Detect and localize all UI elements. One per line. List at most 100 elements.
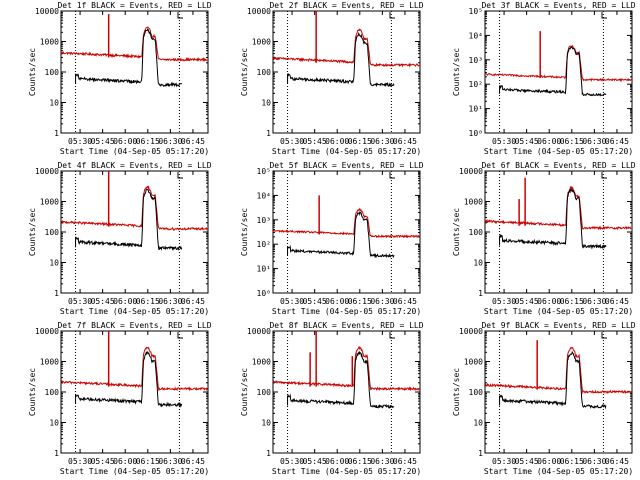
y-tick-label: 100 [45, 228, 60, 237]
events-series-line [75, 350, 183, 408]
x-tick-label: 06:45 [181, 457, 205, 466]
events-series-line [287, 350, 395, 409]
chart-panel-9: Det 9f BLACK = Events, RED = LLD 1 10 100 10… [452, 321, 636, 476]
x-tick-label: 05:30 [68, 137, 92, 146]
y-tick-label: 10000 [247, 7, 271, 16]
x-tick-label: 06:45 [605, 457, 629, 466]
plot-frame [272, 10, 421, 134]
chart-title: Det 7f BLACK = Events, RED = LLD [57, 321, 211, 330]
lld-series-line [272, 207, 420, 239]
y-tick-label: 1 [478, 289, 483, 298]
x-tick-label: 06:45 [605, 297, 629, 306]
events-series-line [287, 211, 395, 259]
plot-frame [272, 170, 421, 294]
x-tick-label: 06:30 [370, 137, 394, 146]
y-tick-label: 10000 [35, 327, 59, 336]
y-tick-label: 10⁰ [257, 289, 271, 298]
x-tick-label: 06:30 [582, 297, 606, 306]
events-series-line [75, 28, 183, 88]
x-tick-label: 05:45 [91, 457, 115, 466]
corner-marker [177, 332, 183, 339]
chart-title: Det 9f BLACK = Events, RED = LLD [481, 321, 635, 330]
chart-panel-3: Det 3f BLACK = Events, RED = LLD 10⁰ 10¹ 10… [452, 1, 636, 156]
y-axis-label: Counts/sec [28, 368, 37, 416]
y-tick-label: 1 [266, 129, 271, 138]
y-tick-label: 10000 [35, 167, 59, 176]
x-tick-label: 06:15 [348, 137, 372, 146]
x-tick-label: 05:30 [280, 457, 304, 466]
x-axis-label: Start Time (04-Sep-05 05:17:20) [60, 147, 209, 156]
lld-series-line [61, 346, 208, 392]
y-axis-label: Counts/sec [240, 208, 249, 256]
y-tick-label: 1 [478, 449, 483, 458]
lld-series-line [484, 185, 632, 231]
x-tick-label: 05:30 [68, 297, 92, 306]
y-axis-label: Counts/sec [240, 48, 249, 96]
y-tick-label: 100 [45, 388, 60, 397]
x-tick-label: 06:45 [393, 457, 417, 466]
lld-series-line [273, 345, 420, 392]
x-tick-label: 06:00 [113, 457, 137, 466]
y-tick-label: 10 [261, 419, 271, 428]
plot-frame [60, 170, 209, 294]
y-tick-label: 100 [469, 388, 484, 397]
y-tick-label: 10⁵ [257, 167, 271, 176]
x-tick-label: 06:00 [325, 457, 349, 466]
y-tick-label: 100 [257, 388, 272, 397]
y-tick-label: 10¹ [257, 265, 271, 274]
x-tick-label: 05:30 [68, 457, 92, 466]
x-tick-label: 05:45 [91, 137, 115, 146]
y-tick-label: 10 [49, 259, 59, 268]
y-axis-label: Counts/sec [28, 48, 37, 96]
x-tick-label: 06:15 [560, 297, 584, 306]
y-tick-label: 10000 [35, 7, 59, 16]
chart-title: Det 8f BLACK = Events, RED = LLD [269, 321, 423, 330]
corner-marker [389, 12, 395, 19]
chart-panel-1: Det 1f BLACK = Events, RED = LLD 1 10 100 10… [28, 1, 212, 156]
y-tick-label: 100 [45, 68, 60, 77]
x-tick-label: 05:30 [492, 137, 516, 146]
x-tick-label: 06:30 [158, 137, 182, 146]
y-axis-label: Counts/sec [28, 208, 37, 256]
y-axis-label: Counts/sec [452, 48, 461, 96]
lld-series-line [60, 26, 208, 63]
chart-title: Det 3f BLACK = Events, RED = LLD [481, 1, 635, 10]
y-axis-label: Counts/sec [452, 368, 461, 416]
y-tick-label: 10² [257, 240, 271, 249]
y-tick-label: 10000 [459, 167, 483, 176]
x-tick-label: 06:00 [325, 297, 349, 306]
x-tick-label: 06:15 [560, 137, 584, 146]
x-tick-label: 05:30 [492, 457, 516, 466]
chart-panel-2: Det 2f BLACK = Events, RED = LLD 1 10 100 10… [240, 1, 424, 156]
y-tick-label: 10¹ [469, 105, 483, 114]
x-tick-label: 06:30 [370, 457, 394, 466]
chart-title: Det 6f BLACK = Events, RED = LLD [481, 161, 635, 170]
x-tick-label: 06:00 [537, 457, 561, 466]
x-tick-label: 05:45 [515, 457, 539, 466]
chart-title: Det 2f BLACK = Events, RED = LLD [269, 1, 423, 10]
y-tick-label: 10000 [459, 327, 483, 336]
x-tick-label: 06:45 [393, 137, 417, 146]
y-tick-label: 10 [49, 419, 59, 428]
lld-series-line [485, 44, 632, 83]
x-axis-label: Start Time (04-Sep-05 05:17:20) [60, 467, 209, 476]
x-tick-label: 06:30 [158, 457, 182, 466]
x-axis-label: Start Time (04-Sep-05 05:17:20) [60, 307, 209, 316]
y-tick-label: 1 [54, 449, 59, 458]
chart-panel-6: Det 6f BLACK = Events, RED = LLD 1 10 100 10… [452, 161, 636, 316]
chart-title: Det 1f BLACK = Events, RED = LLD [57, 1, 211, 10]
y-tick-label: 10⁴ [469, 31, 483, 40]
y-tick-label: 10000 [247, 327, 271, 336]
corner-marker [389, 332, 395, 339]
x-tick-label: 06:45 [393, 297, 417, 306]
x-tick-label: 05:30 [280, 137, 304, 146]
y-tick-label: 10 [473, 419, 483, 428]
lld-series-line [60, 185, 208, 231]
x-tick-label: 06:30 [158, 297, 182, 306]
x-axis-label: Start Time (04-Sep-05 05:17:20) [484, 467, 633, 476]
events-series-line [499, 350, 607, 410]
lld-series-line [272, 28, 420, 68]
x-tick-label: 05:45 [515, 137, 539, 146]
plot-frame [60, 330, 209, 454]
